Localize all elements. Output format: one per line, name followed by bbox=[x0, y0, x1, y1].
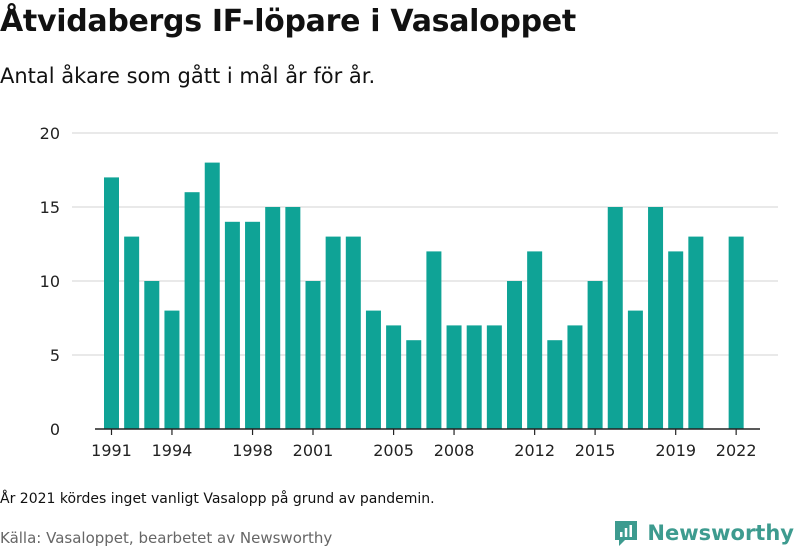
bar-1996 bbox=[204, 162, 220, 429]
chart-subtitle: Antal åkare som gått i mål år för år. bbox=[0, 64, 376, 88]
x-tick-label: 2022 bbox=[716, 441, 757, 460]
bar-1994 bbox=[164, 310, 180, 429]
bar-2004 bbox=[365, 310, 381, 429]
y-tick-labels: 0 5 10 15 20 bbox=[40, 124, 60, 439]
newsworthy-logo-icon bbox=[615, 521, 638, 546]
bar-2018 bbox=[648, 207, 664, 429]
x-tick-label: 1994 bbox=[152, 441, 193, 460]
bar-1998 bbox=[245, 221, 261, 429]
bar-1995 bbox=[184, 192, 200, 429]
bar-2001 bbox=[305, 281, 321, 429]
y-tick-label: 20 bbox=[40, 124, 60, 143]
brand-name: Newsworthy bbox=[647, 521, 794, 545]
y-tick-label: 15 bbox=[40, 198, 60, 217]
bar-2015 bbox=[587, 281, 603, 429]
bar-2000 bbox=[285, 207, 301, 429]
x-tick-labels: 1991 1994 1998 2001 2005 2008 2012 2015 2019 2022 bbox=[91, 441, 756, 460]
bar-chart: 0 5 10 15 20 1991 1994 1998 2001 2005 2008 2012 201… bbox=[40, 124, 778, 460]
bar-1993 bbox=[144, 281, 160, 429]
bar-2010 bbox=[486, 325, 502, 429]
bar-2007 bbox=[426, 251, 442, 429]
bar-1992 bbox=[124, 236, 140, 429]
bar-2019 bbox=[668, 251, 684, 429]
bar-2005 bbox=[386, 325, 402, 429]
footnote: År 2021 kördes inget vanligt Vasalopp på… bbox=[0, 491, 435, 507]
bar-1991 bbox=[104, 177, 119, 429]
x-tick-label: 1998 bbox=[232, 441, 273, 460]
bar-2022 bbox=[728, 236, 744, 429]
bar-2014 bbox=[567, 325, 583, 429]
bar-2002 bbox=[325, 236, 341, 429]
bar-2016 bbox=[607, 207, 623, 429]
x-tick-label: 2001 bbox=[293, 441, 334, 460]
x-tick-label: 2005 bbox=[373, 441, 414, 460]
bar-1997 bbox=[224, 221, 240, 429]
x-tick-label: 2008 bbox=[434, 441, 475, 460]
chart-title: Åtvidabergs IF-löpare i Vasaloppet bbox=[0, 4, 576, 39]
bar-2012 bbox=[527, 251, 543, 429]
x-tick-label: 1991 bbox=[91, 441, 132, 460]
brand: Newsworthy bbox=[613, 519, 794, 547]
y-tick-label: 10 bbox=[40, 272, 60, 291]
bar-2006 bbox=[406, 340, 422, 429]
bar-2011 bbox=[507, 281, 522, 429]
bar-2008 bbox=[446, 325, 462, 429]
bar-2013 bbox=[547, 340, 563, 429]
source-text: Källa: Vasaloppet, bearbetet av Newswort… bbox=[0, 529, 333, 547]
x-tick-label: 2012 bbox=[514, 441, 555, 460]
bar-1999 bbox=[265, 207, 281, 429]
y-tick-label: 0 bbox=[50, 420, 60, 439]
x-tick-label: 2019 bbox=[655, 441, 696, 460]
bar-2009 bbox=[466, 325, 482, 429]
x-axis bbox=[95, 428, 760, 435]
bar-2003 bbox=[345, 236, 361, 429]
bars bbox=[104, 162, 744, 429]
y-tick-label: 5 bbox=[50, 346, 60, 365]
x-tick-label: 2015 bbox=[575, 441, 616, 460]
bar-2017 bbox=[627, 310, 643, 429]
bar-2020 bbox=[688, 236, 704, 429]
